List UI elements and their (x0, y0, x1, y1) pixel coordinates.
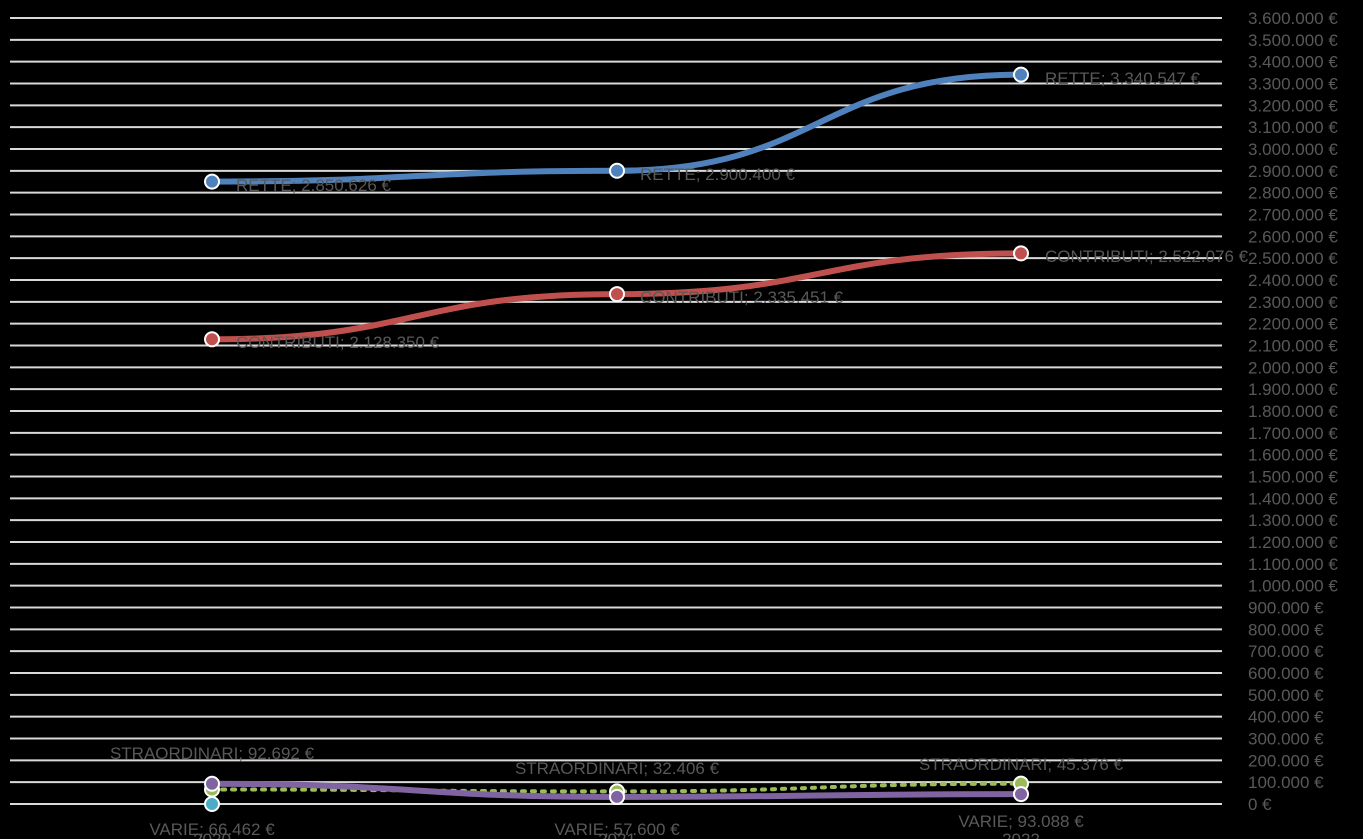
x-tick-label: 2022 (1002, 830, 1040, 839)
y-tick-label: 2.900.000 € (1248, 162, 1338, 181)
y-tick-label: 2.400.000 € (1248, 271, 1338, 290)
y-tick-label: 2.000.000 € (1248, 358, 1338, 377)
data-point-contributi (204, 331, 220, 348)
y-tick-label: 300.000 € (1248, 730, 1324, 749)
y-tick-label: 500.000 € (1248, 686, 1324, 705)
y-tick-label: 1.600.000 € (1248, 446, 1338, 465)
y-tick-label: 1.100.000 € (1248, 555, 1338, 574)
y-tick-label: 2.700.000 € (1248, 206, 1338, 225)
data-point-contributi (609, 286, 625, 303)
data-point-rette (204, 173, 220, 190)
data-label: RETTE; 2.900.400 € (640, 165, 796, 184)
y-tick-label: 100.000 € (1248, 773, 1324, 792)
y-tick-label: 3.600.000 € (1248, 9, 1338, 28)
data-labels: RETTE; 2.850.626 € RETTE; 2.900.400 € RETT… (110, 69, 1249, 839)
data-point-contributi (1013, 245, 1029, 262)
y-tick-label: 3.200.000 € (1248, 96, 1338, 115)
data-label: RETTE; 3.340.547 € (1045, 69, 1201, 88)
y-tick-label: 1.700.000 € (1248, 424, 1338, 443)
y-axis-tick-labels: 0 € 100.000 € 200.000 € 300.000 € 400.000 € 5… (1248, 9, 1338, 814)
x-axis-tick-labels: 2020 2021 2022 (193, 830, 1040, 839)
y-tick-label: 1.000.000 € (1248, 577, 1338, 596)
data-label: STRAORDINARI; 32.406 € (515, 759, 720, 778)
data-label: CONTRIBUTI; 2.522.076 € (1045, 247, 1249, 266)
data-label: VARIE; 66.462 € (149, 820, 275, 839)
data-label: VARIE; 93.088 € (958, 812, 1084, 831)
data-point-straordinari (1013, 786, 1029, 803)
y-tick-label: 2.600.000 € (1248, 227, 1338, 246)
data-label: VARIE; 57.600 € (554, 820, 680, 839)
y-tick-label: 1.200.000 € (1248, 533, 1338, 552)
y-tick-label: 3.300.000 € (1248, 75, 1338, 94)
y-tick-label: 1.500.000 € (1248, 468, 1338, 487)
data-label: RETTE; 2.850.626 € (236, 176, 392, 195)
y-tick-label: 700.000 € (1248, 642, 1324, 661)
y-tick-label: 2.800.000 € (1248, 184, 1338, 203)
y-tick-label: 1.400.000 € (1248, 489, 1338, 508)
y-tick-label: 900.000 € (1248, 599, 1324, 618)
y-tick-label: 3.500.000 € (1248, 31, 1338, 50)
y-tick-label: 3.400.000 € (1248, 53, 1338, 72)
y-tick-label: 1.800.000 € (1248, 402, 1338, 421)
series-line-varie (210, 781, 1023, 794)
y-tick-label: 2.200.000 € (1248, 315, 1338, 334)
data-label: CONTRIBUTI; 2.128.350 € (236, 333, 440, 352)
y-tick-label: 400.000 € (1248, 708, 1324, 727)
y-tick-label: 600.000 € (1248, 664, 1324, 683)
data-label: CONTRIBUTI; 2.335.451 € (640, 288, 844, 307)
y-tick-label: 800.000 € (1248, 620, 1324, 639)
x-tick-label: 2020 (193, 830, 231, 839)
data-label: STRAORDINARI; 45.376 € (919, 755, 1124, 774)
y-tick-label: 200.000 € (1248, 751, 1324, 770)
data-point-unnamed (204, 796, 220, 812)
y-tick-label: 2.100.000 € (1248, 337, 1338, 356)
y-tick-label: 1.900.000 € (1248, 380, 1338, 399)
y-tick-label: 0 € (1248, 795, 1272, 814)
data-label: STRAORDINARI; 92.692 € (110, 744, 315, 763)
data-point-straordinari (204, 775, 220, 792)
x-tick-label: 2021 (598, 830, 636, 839)
data-point-rette (1013, 66, 1029, 83)
gridlines (10, 17, 1222, 805)
y-tick-label: 3.000.000 € (1248, 140, 1338, 159)
data-point-rette (609, 162, 625, 179)
y-tick-label: 2.500.000 € (1248, 249, 1338, 268)
data-point-straordinari (609, 788, 625, 805)
y-tick-label: 2.300.000 € (1248, 293, 1338, 312)
y-tick-label: 1.300.000 € (1248, 511, 1338, 530)
series-markers (204, 66, 1029, 812)
y-tick-label: 3.100.000 € (1248, 118, 1338, 137)
